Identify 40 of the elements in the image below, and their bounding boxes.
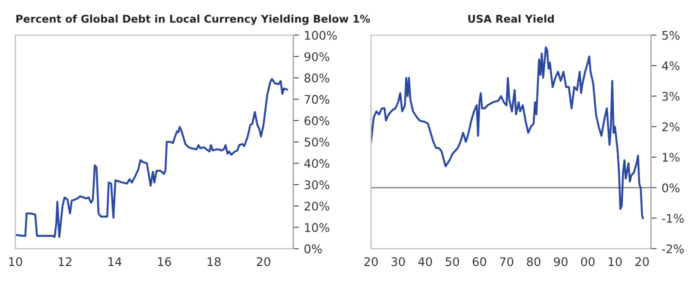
y-tick-label: 30% [304, 180, 330, 190]
x-tick-label: 70 [500, 257, 514, 266]
y-tick-label: 60% [304, 116, 330, 126]
x-tick-label: 00 [581, 257, 595, 266]
x-tick-label: 16 [158, 257, 172, 266]
y-tick-label: 70% [304, 94, 330, 104]
x-tick-label: 18 [208, 257, 221, 266]
x-tick-label: 20 [364, 257, 378, 266]
x-tick-label: 60 [472, 257, 486, 266]
y-tick-label: 10% [305, 223, 330, 232]
y-tick-label: -2% [662, 244, 684, 254]
y-tick-label: 4% [662, 61, 680, 70]
chart-title: USA Real Yield [468, 14, 554, 23]
y-tick-label: 90% [304, 52, 330, 62]
line-series [15, 78, 288, 238]
y-tick-label: 3% [662, 92, 680, 101]
line-series [371, 46, 644, 220]
x-tick-label: 10 [9, 257, 22, 266]
x-tick-label: 40 [418, 257, 432, 266]
x-tick-label: 90 [554, 257, 568, 266]
y-tick-label: 0% [662, 183, 680, 192]
x-tick-label: 10 [608, 257, 622, 266]
x-tick-label: 30 [391, 257, 405, 266]
y-tick-label: 40% [304, 158, 330, 168]
x-tick-label: 80 [526, 257, 540, 266]
y-tick-label: 0% [304, 244, 322, 254]
y-tick-label: 50% [304, 138, 330, 147]
x-tick-label: 12 [58, 257, 72, 266]
y-tick-label: 1% [662, 152, 680, 162]
y-tick-label: 80% [304, 74, 330, 82]
x-tick-label: 50 [446, 257, 460, 266]
y-tick-label: 100% [305, 30, 337, 40]
x-tick-label: 20 [635, 257, 649, 266]
x-tick-label: 14 [108, 257, 122, 266]
x-tick-label: 20 [256, 257, 270, 266]
y-tick-label: 5% [662, 30, 680, 40]
y-tick-label: 2% [662, 122, 680, 132]
chart-title: Percent of Global Debt in Local Currency Yielding Below 1% [16, 14, 370, 25]
y-tick-label: 20% [304, 202, 330, 211]
y-tick-label: -1% [662, 214, 684, 223]
